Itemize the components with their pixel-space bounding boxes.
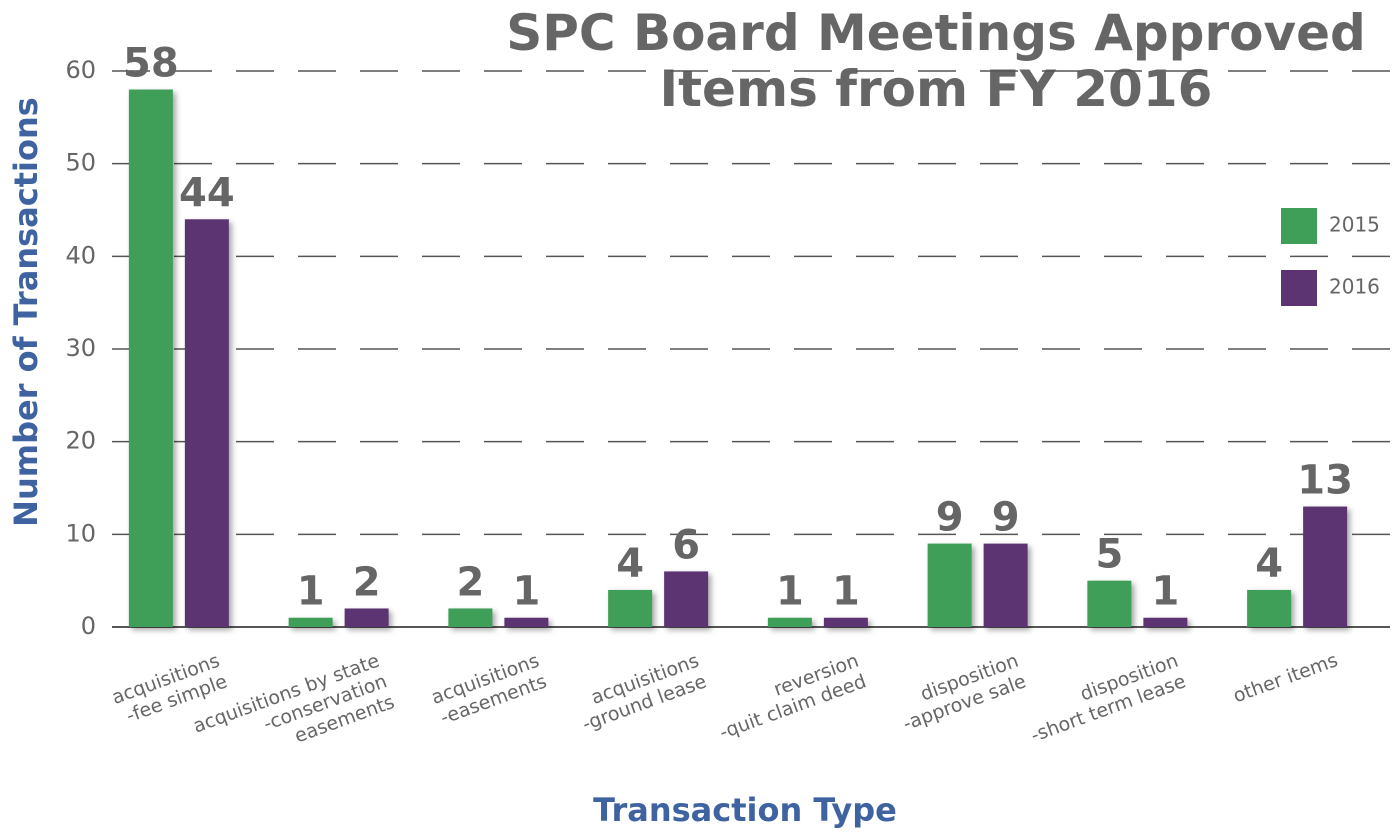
legend-swatch xyxy=(1281,208,1317,244)
bar xyxy=(1303,506,1348,627)
y-tick-label: 50 xyxy=(65,149,96,177)
legend-swatch xyxy=(1281,270,1317,306)
x-tick-label: disposition-short term lease xyxy=(1020,649,1188,746)
data-label: 1 xyxy=(1151,569,1179,615)
data-label: 9 xyxy=(992,495,1020,541)
bar xyxy=(983,543,1028,627)
data-label: 1 xyxy=(512,569,540,615)
chart-title: SPC Board Meetings Approved Items from FY… xyxy=(506,4,1366,118)
bar xyxy=(927,543,972,627)
y-tick-label: 60 xyxy=(65,56,96,84)
bar xyxy=(1087,580,1132,627)
bar xyxy=(1143,617,1188,627)
data-label: 4 xyxy=(616,541,644,587)
data-label: 1 xyxy=(776,569,804,615)
y-tick-label: 0 xyxy=(81,612,96,640)
data-label: 6 xyxy=(672,522,700,568)
x-tick-label: acquisitions-easements xyxy=(428,649,549,729)
y-tick-label: 30 xyxy=(65,334,96,362)
x-tick-label: other items xyxy=(1230,649,1340,707)
data-label: 1 xyxy=(297,569,325,615)
bar xyxy=(823,617,868,627)
data-label: 4 xyxy=(1255,541,1283,587)
data-label: 1 xyxy=(832,569,860,615)
bar xyxy=(608,589,653,627)
x-tick-label: reversion-quit claim deed xyxy=(709,649,869,743)
y-tick-label: 40 xyxy=(65,241,96,269)
bar xyxy=(664,571,709,627)
y-tick-label: 20 xyxy=(65,427,96,455)
data-label: 9 xyxy=(936,495,964,541)
x-axis-title: Transaction Type xyxy=(593,791,897,829)
legend-label: 2016 xyxy=(1329,275,1380,299)
bar xyxy=(344,608,389,627)
y-tick-label: 10 xyxy=(65,519,96,547)
data-label: 44 xyxy=(179,170,235,216)
data-label: 58 xyxy=(123,41,179,87)
data-label: 2 xyxy=(456,559,484,605)
bar xyxy=(504,617,549,627)
x-tick-label: acquisitions-ground lease xyxy=(572,649,710,735)
data-label: 5 xyxy=(1095,532,1123,578)
data-label: 13 xyxy=(1297,458,1353,504)
data-label: 2 xyxy=(353,559,381,605)
bar xyxy=(1247,589,1292,627)
bar xyxy=(128,89,173,628)
bar xyxy=(448,608,493,627)
bar xyxy=(184,219,229,627)
legend-label: 2015 xyxy=(1329,213,1380,237)
y-axis-title: Number of Transactions xyxy=(7,97,45,527)
bar xyxy=(288,617,333,627)
bar xyxy=(767,617,812,627)
x-tick-label: disposition-approve sale xyxy=(892,649,1028,735)
